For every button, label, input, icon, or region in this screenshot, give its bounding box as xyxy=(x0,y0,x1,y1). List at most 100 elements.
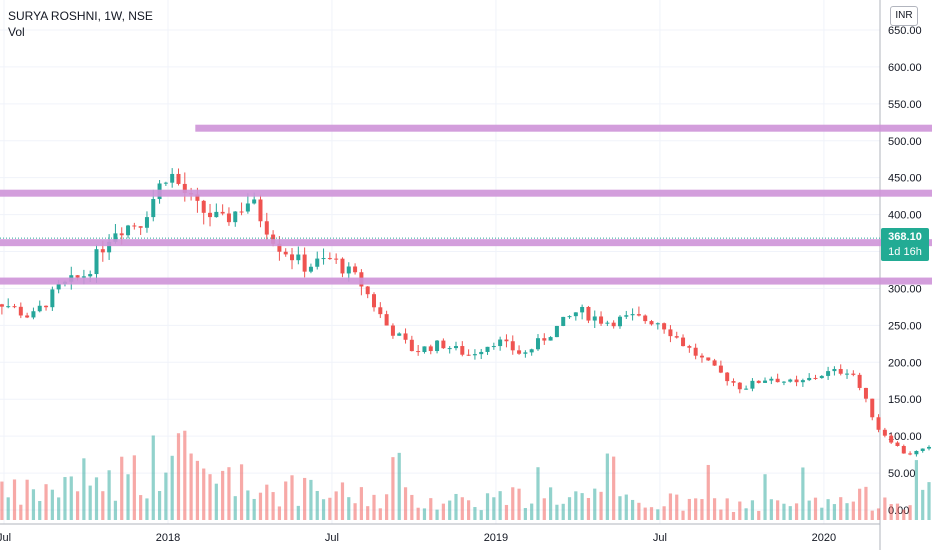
volume-bar xyxy=(328,497,332,520)
candle-body xyxy=(460,346,465,355)
candle-body xyxy=(813,377,818,379)
candle-body xyxy=(0,304,4,307)
y-tick-label: 450.00 xyxy=(888,173,922,185)
candle-body xyxy=(81,276,86,278)
candle-body xyxy=(838,369,843,374)
volume-bar xyxy=(467,500,471,520)
zone-band xyxy=(0,189,932,197)
volume-bar xyxy=(63,477,67,520)
candle-body xyxy=(523,352,528,354)
volume-bar xyxy=(851,501,855,520)
candle-body xyxy=(435,340,440,352)
zone-band xyxy=(0,239,932,247)
volume-bar xyxy=(334,491,338,520)
y-tick-label: 50.00 xyxy=(888,468,916,480)
y-tick-label: 500.00 xyxy=(888,136,922,148)
volume-bar xyxy=(252,498,256,520)
candle-body xyxy=(681,337,686,347)
candle-body xyxy=(876,417,881,430)
candle-body xyxy=(870,398,875,418)
volume-bar xyxy=(303,477,307,520)
volume-bar xyxy=(315,490,319,520)
candle-body xyxy=(617,316,622,327)
candle-body xyxy=(491,346,496,348)
volume-bar xyxy=(460,497,464,520)
volume-bar xyxy=(750,500,755,520)
candle-body xyxy=(769,378,774,381)
candle-body xyxy=(264,221,269,235)
candle-body xyxy=(346,266,351,274)
volume-bar xyxy=(340,482,345,520)
volume-bar xyxy=(694,498,698,520)
candle-body xyxy=(535,338,540,350)
candle-body xyxy=(252,199,257,204)
volume-bar xyxy=(202,468,206,520)
candle-body xyxy=(573,312,578,317)
candle-body xyxy=(687,346,692,348)
volume-bar xyxy=(649,507,654,520)
volume-bar xyxy=(6,497,10,520)
volume-bar xyxy=(372,494,376,520)
volume-bar xyxy=(189,453,193,520)
candle-body xyxy=(372,294,377,308)
volume-bar xyxy=(643,507,647,520)
symbol-title: SURYA ROSHNI, 1W, NSE xyxy=(8,9,153,23)
candle-body xyxy=(510,341,515,351)
candle-body xyxy=(611,322,616,327)
candle-body xyxy=(517,350,522,354)
volume-bar xyxy=(321,499,326,520)
candle-body xyxy=(334,258,339,260)
volume-bar xyxy=(776,500,780,520)
volume-bar xyxy=(170,455,174,520)
x-tick-label: 2018 xyxy=(156,532,180,544)
candle-body xyxy=(365,286,370,295)
candle-body xyxy=(50,289,55,308)
volume-bar xyxy=(227,467,231,520)
candle-body xyxy=(144,217,149,228)
candle-body xyxy=(630,314,635,316)
currency-button[interactable]: INR xyxy=(890,6,918,26)
volume-bar xyxy=(599,491,603,520)
volume-bar xyxy=(656,509,660,520)
candle-body xyxy=(750,380,755,389)
candle-body xyxy=(308,266,313,272)
volume-bar xyxy=(731,511,736,520)
volume-bar xyxy=(530,503,534,520)
volume-bar xyxy=(902,509,906,520)
candle-body xyxy=(37,305,42,312)
candle-body xyxy=(56,283,61,290)
volume-bar xyxy=(429,498,433,520)
x-tick-label: 2019 xyxy=(484,532,508,544)
candle-body xyxy=(624,315,629,317)
volume-bar xyxy=(145,498,149,520)
volume-bar xyxy=(94,477,99,520)
candle-body xyxy=(321,258,326,260)
volume-bar xyxy=(151,435,155,520)
volume-bar xyxy=(536,467,540,520)
volume-bar xyxy=(738,501,742,520)
candle-body xyxy=(826,371,831,376)
candle-body xyxy=(895,442,900,446)
candle-body xyxy=(25,315,30,318)
candle-body xyxy=(636,314,641,316)
candle-body xyxy=(220,211,225,214)
candle-body xyxy=(132,225,137,227)
candle-body xyxy=(819,375,824,379)
volume-bar xyxy=(435,509,439,520)
candle-body xyxy=(296,254,301,261)
candle-body xyxy=(706,357,711,361)
volume-bar xyxy=(353,503,357,520)
candle-body xyxy=(75,275,80,278)
candle-body xyxy=(662,323,667,330)
candle-body xyxy=(151,199,156,218)
volume-bar xyxy=(706,464,710,520)
volume-bar xyxy=(807,500,811,520)
candle-body xyxy=(599,316,604,324)
candle-body xyxy=(409,339,414,352)
candle-body xyxy=(472,354,477,356)
volume-bar xyxy=(517,488,521,520)
x-tick-label: Jul xyxy=(0,532,11,544)
candle-body xyxy=(447,348,452,350)
candle-body xyxy=(788,379,793,382)
